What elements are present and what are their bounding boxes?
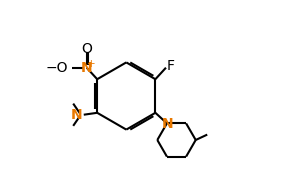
- Text: F: F: [167, 59, 175, 73]
- Text: −O: −O: [45, 61, 68, 75]
- Text: N: N: [81, 61, 93, 75]
- Text: +: +: [86, 59, 95, 69]
- Text: O: O: [81, 42, 92, 56]
- Text: N: N: [71, 108, 82, 122]
- Text: N: N: [162, 117, 173, 131]
